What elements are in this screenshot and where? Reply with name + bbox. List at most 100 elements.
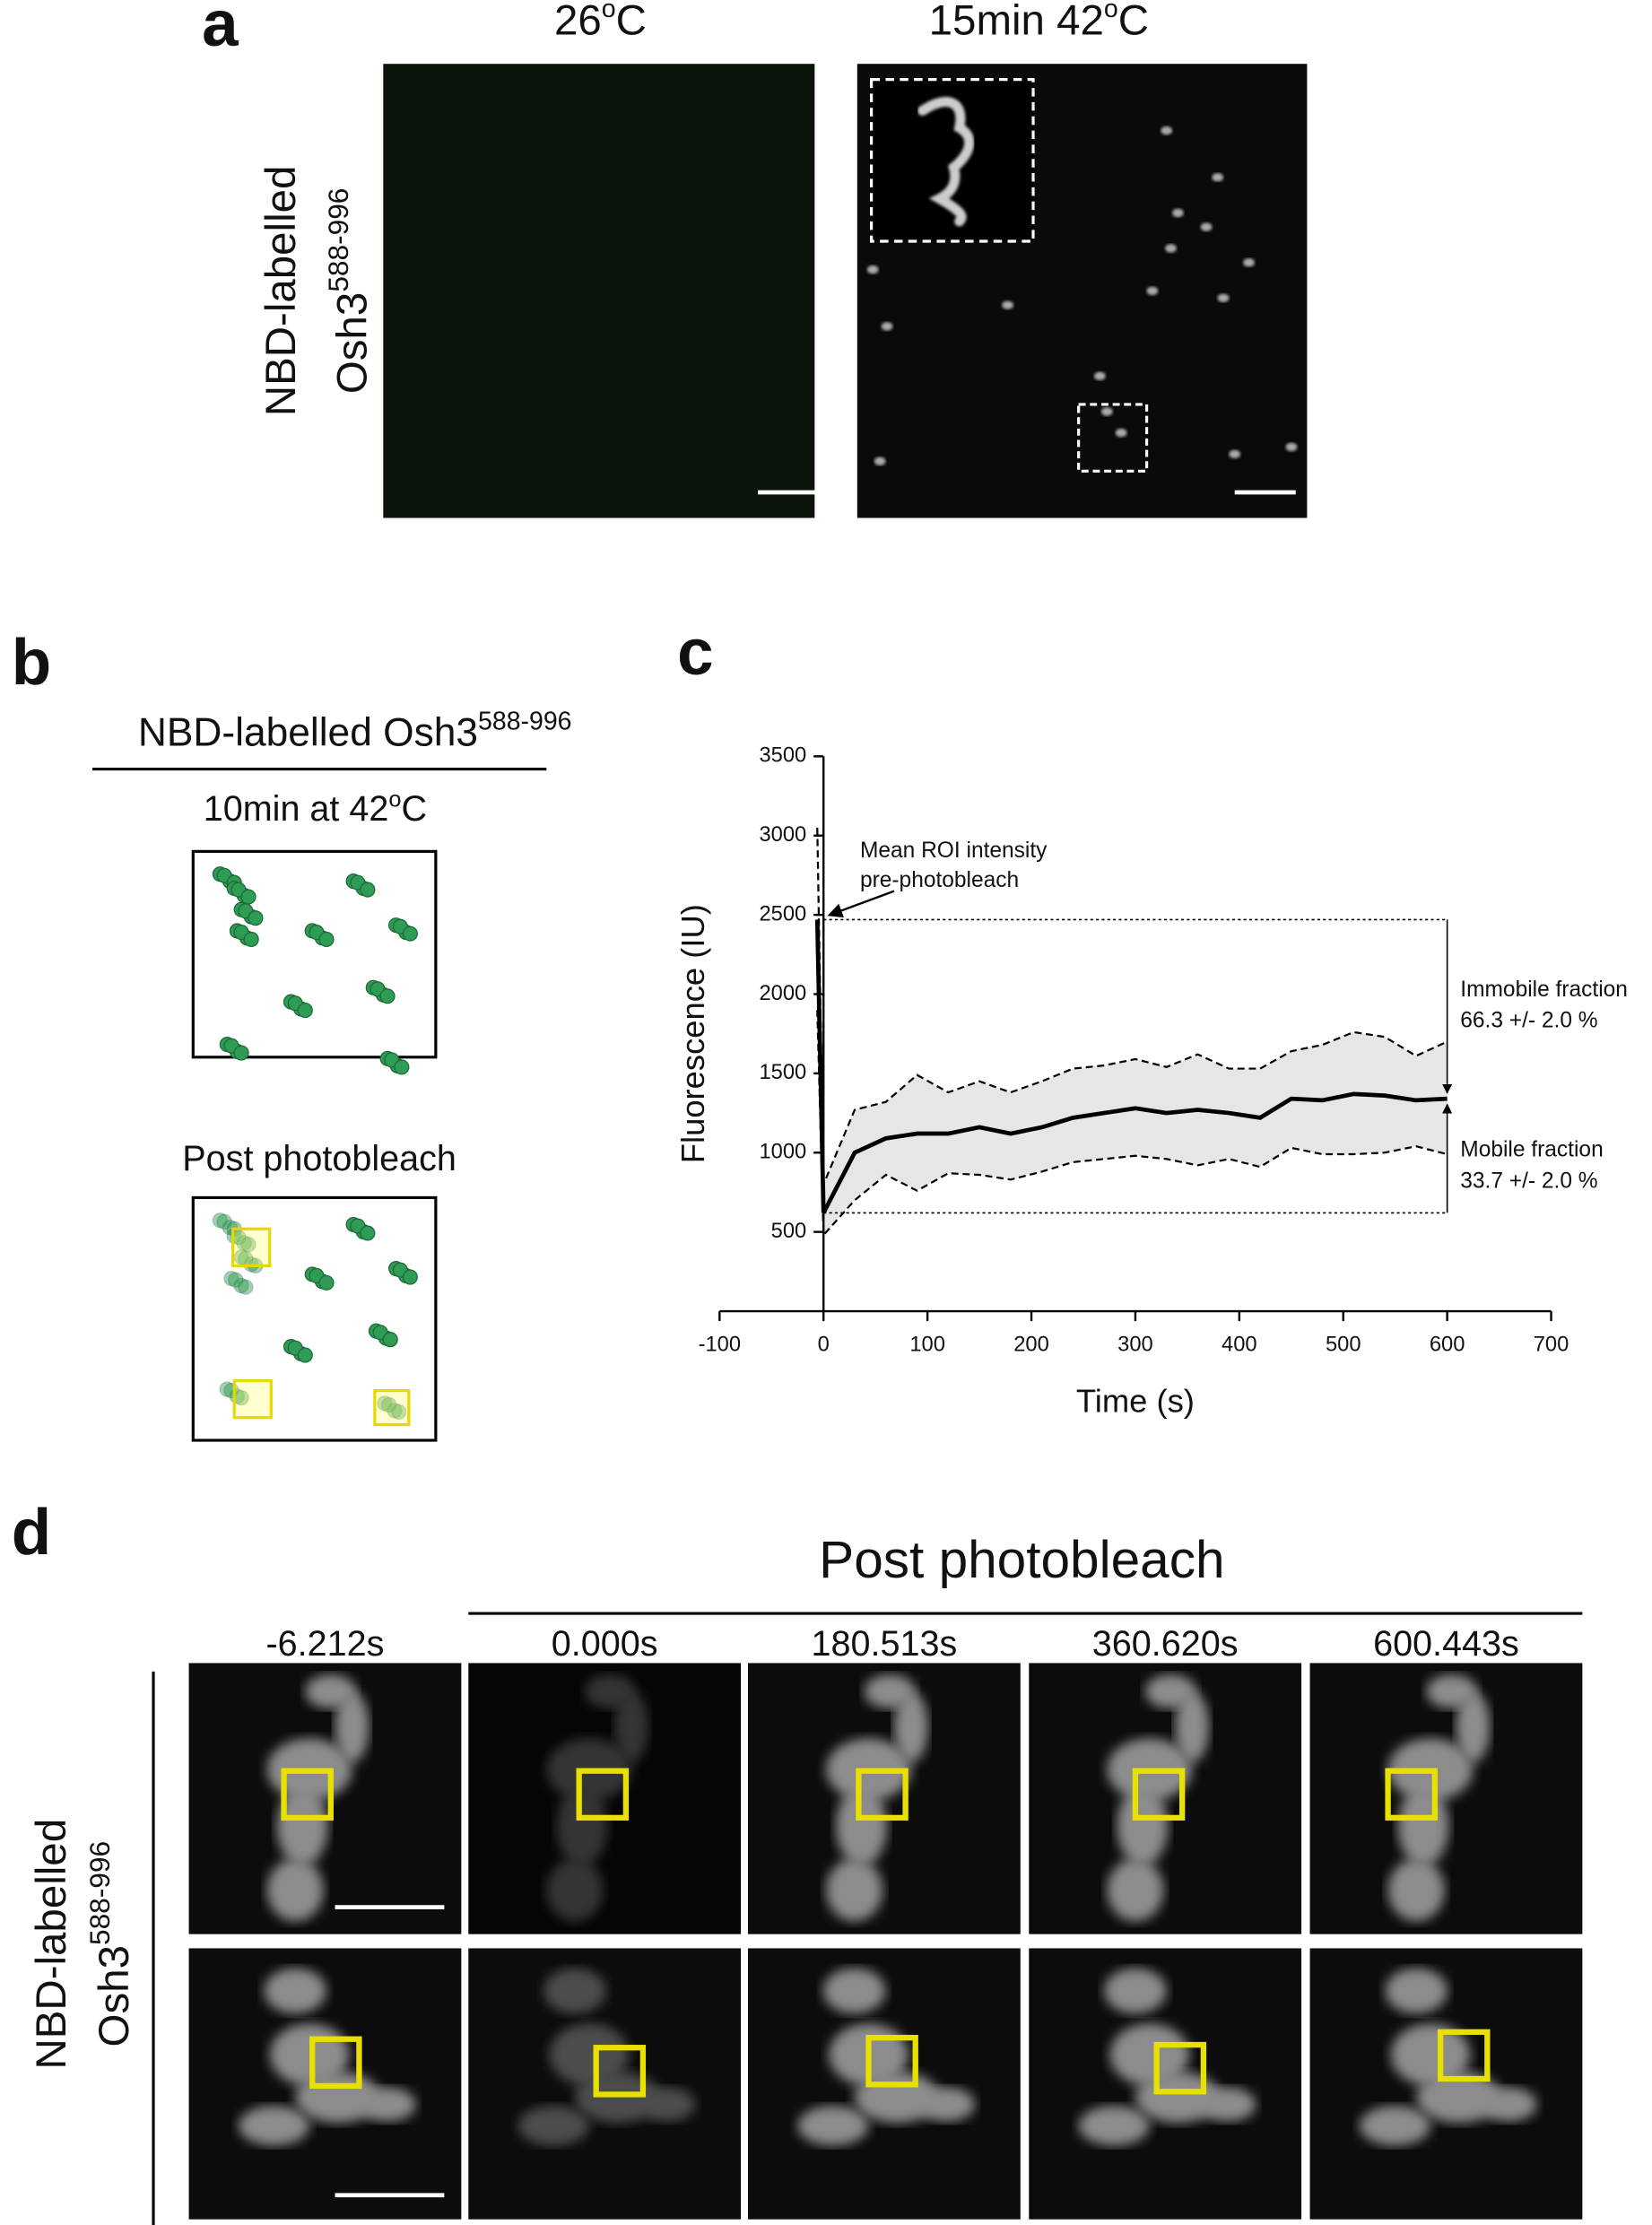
aggregate: [1285, 442, 1298, 452]
schematic-aggregates: [212, 866, 418, 1427]
aggregate-dot: [377, 1395, 393, 1412]
signal: [266, 1858, 324, 1922]
time-label: 600.443s: [1373, 1624, 1519, 1664]
sup: 588-996: [322, 188, 354, 292]
text: 15min 42: [929, 0, 1104, 44]
bleach-roi: [865, 2034, 918, 2088]
aggregate-dot: [233, 1045, 249, 1061]
chart: 500 1000 1500 2000 2500 3000 3500 -100 0 100 200 30…: [674, 744, 1628, 1420]
aggregate: [1243, 257, 1255, 267]
signal: [1359, 2106, 1431, 2146]
signal: [276, 1786, 328, 1866]
y-tick-label: 500: [771, 1220, 807, 1243]
sup: 588-996: [83, 1841, 116, 1945]
signal: [639, 2087, 696, 2122]
bleach-roi: [1385, 1768, 1438, 1821]
micrograph: [468, 1663, 742, 1934]
aggregate: [874, 456, 886, 465]
y-tick-label: 3500: [759, 744, 806, 768]
aggregate-dot: [236, 1235, 252, 1251]
signal: [549, 2023, 630, 2086]
micrograph: [383, 64, 815, 518]
micrograph: [188, 1663, 462, 1934]
row-label: NBD-labelled: [257, 166, 305, 417]
aggregate: [1100, 407, 1113, 416]
signal: [1456, 1691, 1491, 1763]
micrograph: [1029, 1663, 1302, 1934]
signal: [614, 1691, 649, 1763]
time-label: 0.000s: [552, 1624, 658, 1664]
aggregate-dot: [318, 1274, 335, 1291]
aggregate-dot: [379, 988, 396, 1004]
x-tick-label: 500: [1326, 1333, 1361, 1356]
aggregate-dot: [223, 1271, 239, 1287]
aggregate-dot: [381, 1396, 397, 1412]
bleach-roi: [373, 1389, 411, 1427]
text: NBD-labelled Osh3: [138, 710, 478, 754]
aggregate: [1217, 293, 1230, 303]
inset-aggregate: [917, 97, 975, 227]
signal: [1397, 1786, 1449, 1866]
aggregate-dot: [240, 889, 256, 905]
aggregate-dot: [216, 1213, 232, 1230]
aggregate-dot: [228, 1272, 244, 1288]
aggregate: [1146, 286, 1159, 296]
x-tick-label: 700: [1534, 1333, 1569, 1356]
micrograph: [1309, 1663, 1583, 1934]
sup: o: [602, 0, 616, 23]
panel-title: NBD-labelled Osh3588-996: [138, 707, 572, 754]
aggregate-dot: [240, 1237, 256, 1253]
signal: [556, 1786, 608, 1866]
text: 10min at 42: [204, 790, 389, 830]
panel-letter: d: [12, 1496, 51, 1569]
aggregate: [1229, 449, 1241, 459]
signal: [238, 2106, 310, 2146]
signal: [546, 1858, 604, 1922]
row-label: Osh3588-996: [322, 188, 376, 394]
signal: [917, 2087, 976, 2122]
bleach-roi: [309, 2036, 362, 2090]
signal: [836, 1786, 888, 1866]
text: Osh3: [328, 292, 376, 394]
fluorescence: [826, 1674, 928, 1922]
signal: [1107, 1858, 1164, 1922]
sup: o: [388, 787, 401, 812]
bleach-roi: [232, 1378, 273, 1420]
signal: [893, 1691, 928, 1763]
annotation: pre-photobleach: [860, 868, 1019, 892]
x-tick-label: 0: [818, 1333, 830, 1356]
aggregates: [866, 126, 1298, 465]
y-tick-label: 1500: [759, 1061, 806, 1084]
row-label: NBD-labelled: [28, 1819, 75, 2070]
aggregate: [881, 322, 893, 331]
series-line: [816, 827, 1448, 1186]
aggregate-dot: [248, 910, 264, 926]
signal: [517, 2106, 589, 2146]
signal: [543, 1968, 606, 2014]
text: C: [1118, 0, 1149, 44]
micrograph: [747, 1663, 1021, 1934]
signal: [1199, 2087, 1256, 2122]
aggregate-dot: [297, 1003, 313, 1019]
aggregate: [1200, 222, 1213, 231]
panel-letter: c: [677, 616, 713, 689]
bleach-roi: [1153, 2041, 1207, 2095]
aggregate-dot: [233, 1277, 249, 1294]
time-label: 360.620s: [1092, 1624, 1239, 1664]
roi-box: [1077, 403, 1149, 473]
text: C: [401, 790, 427, 830]
signal: [335, 1691, 370, 1763]
bleach-roi: [1437, 2029, 1491, 2082]
aggregate: [866, 265, 879, 274]
bleach-roi: [856, 1768, 909, 1821]
signal: [1109, 2023, 1190, 2086]
aggregate: [1212, 173, 1224, 182]
column-header: 15min 42oC: [929, 0, 1149, 44]
aggregate-dot: [318, 931, 335, 948]
x-tick-label: 600: [1430, 1333, 1465, 1356]
sup: o: [1104, 0, 1118, 23]
series-line: [816, 1010, 1448, 1238]
text: C: [616, 0, 647, 44]
